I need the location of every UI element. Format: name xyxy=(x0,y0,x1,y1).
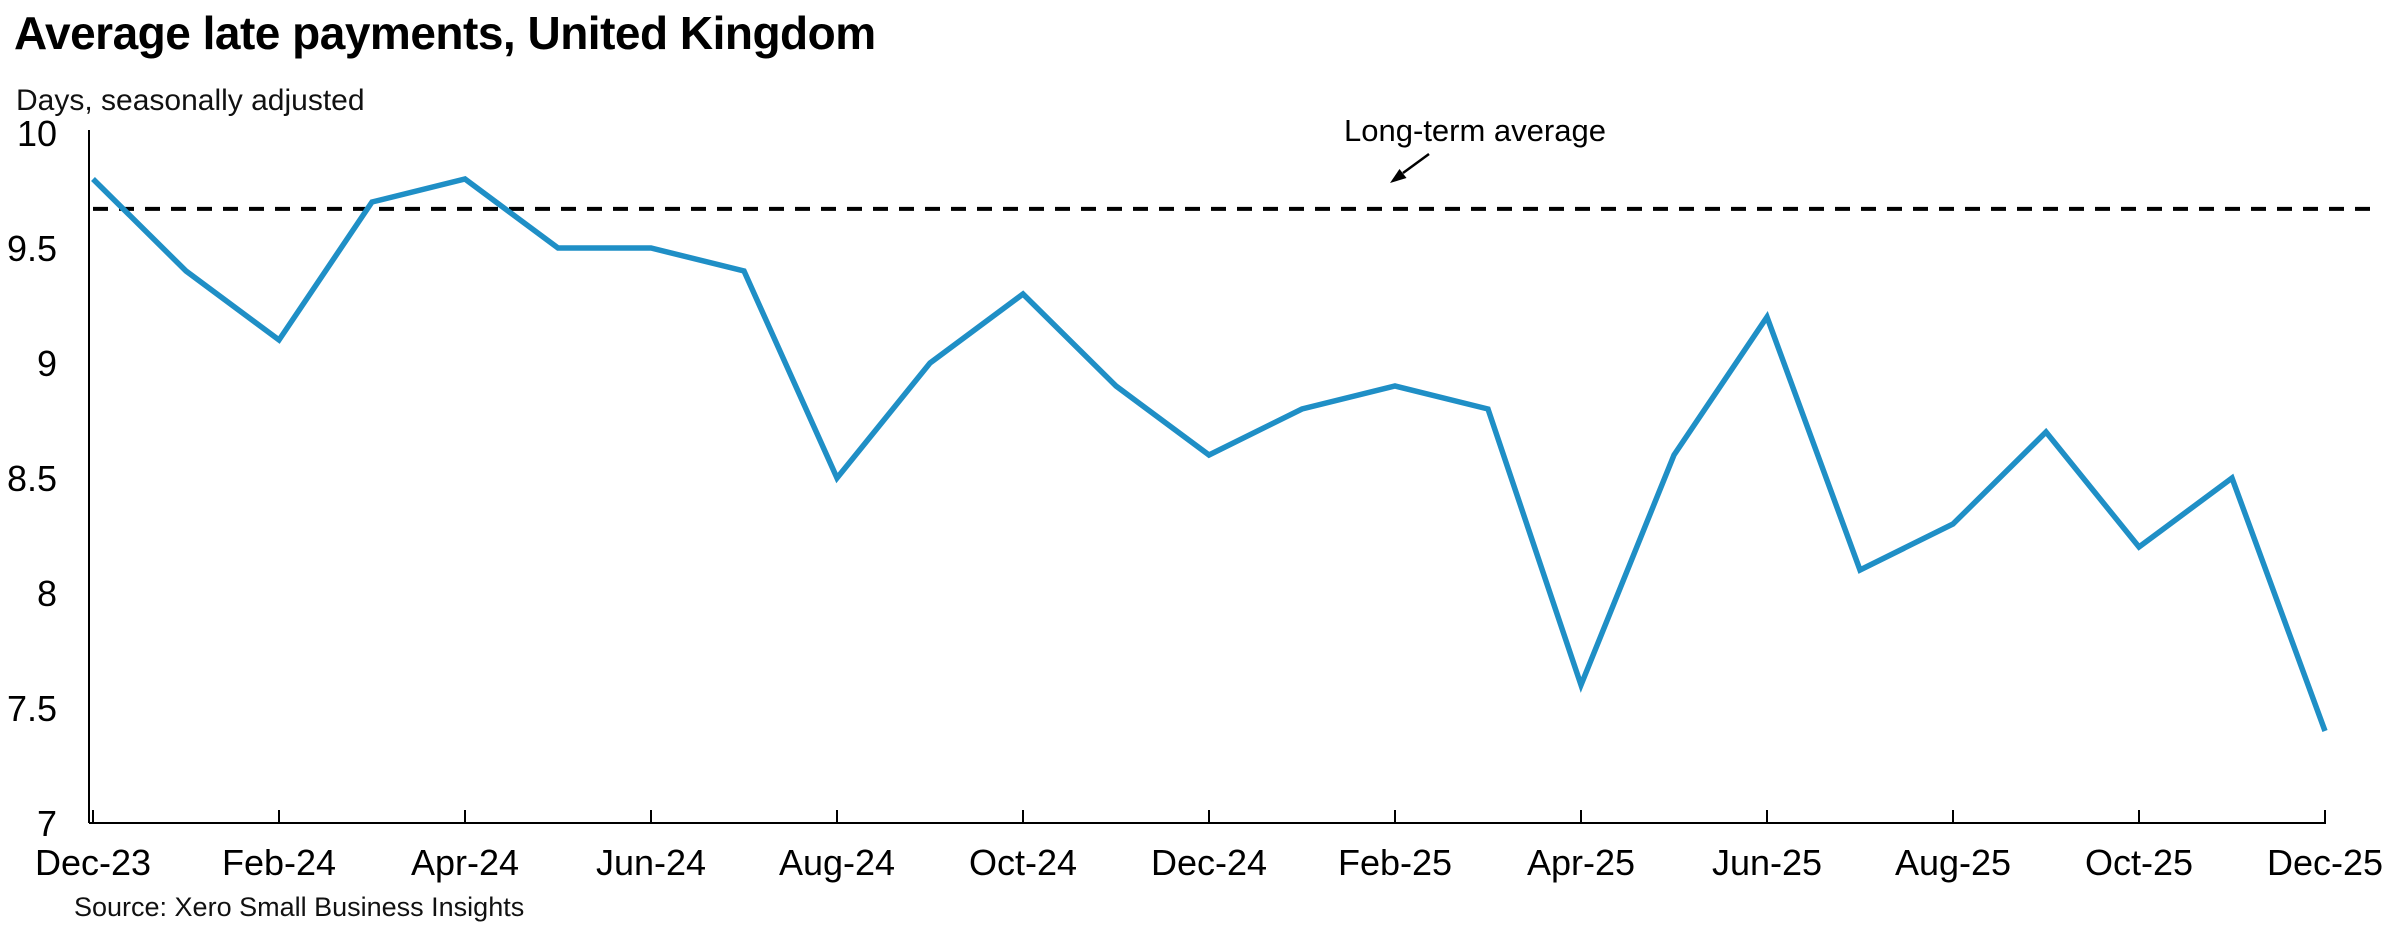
x-tick-label: Dec-23 xyxy=(35,842,151,883)
y-tick-label: 8.5 xyxy=(7,458,57,499)
y-tick-label: 9.5 xyxy=(7,228,57,269)
y-tick-label: 9 xyxy=(37,343,57,384)
series-line xyxy=(91,176,2328,732)
source-text: Source: Xero Small Business Insights xyxy=(74,892,525,922)
annotation-arrow-line xyxy=(1402,152,1430,175)
page-title: Average late payments, United Kingdom xyxy=(14,7,876,59)
y-tick-label: 10 xyxy=(17,113,57,154)
x-tick-label: Apr-25 xyxy=(1527,842,1635,883)
x-tick-label: Oct-24 xyxy=(969,842,1077,883)
y-tick-label: 8 xyxy=(37,573,57,614)
y-tick-label: 7 xyxy=(37,803,57,844)
x-tick-label: Feb-24 xyxy=(222,842,336,883)
x-tick-label: Aug-25 xyxy=(1895,842,2011,883)
x-tick-label: Dec-25 xyxy=(2267,842,2383,883)
chart-subtitle: Days, seasonally adjusted xyxy=(16,84,365,117)
y-tick-label: 7.5 xyxy=(7,688,57,729)
annotation-long-term-average-label: Long-term average xyxy=(1344,113,1606,148)
x-tick-label: Dec-24 xyxy=(1151,842,1267,883)
x-tick-label: Jun-24 xyxy=(596,842,706,883)
x-tick-label: Feb-25 xyxy=(1338,842,1452,883)
x-tick-label: Apr-24 xyxy=(411,842,519,883)
x-tick-label: Jun-25 xyxy=(1712,842,1822,883)
annotation-arrow-head-icon xyxy=(1390,169,1407,183)
x-tick-label: Aug-24 xyxy=(779,842,895,883)
x-tick-label: Oct-25 xyxy=(2085,842,2193,883)
